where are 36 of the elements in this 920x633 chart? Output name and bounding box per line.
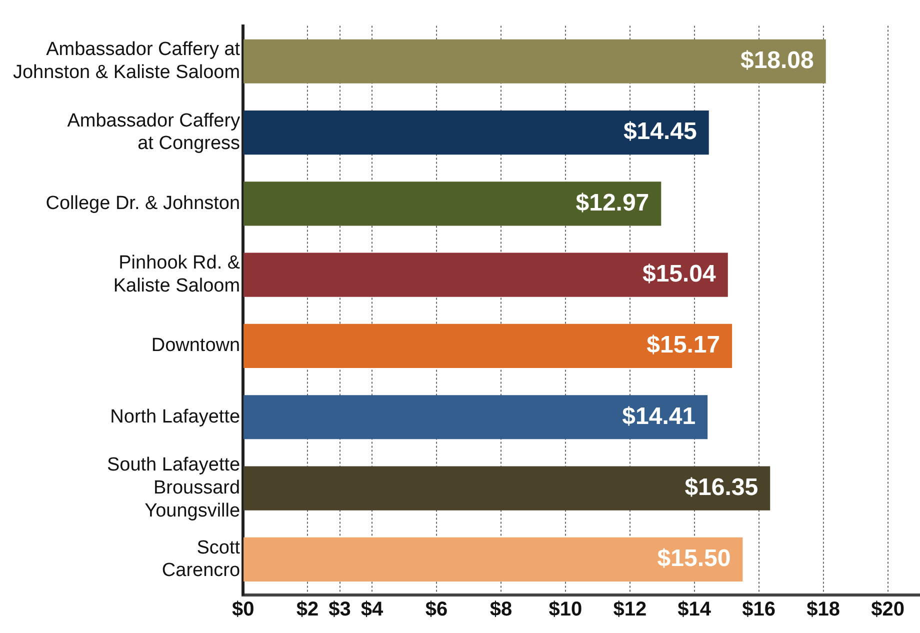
x-tick-label: $3 <box>328 598 351 621</box>
y-tick-label: North Lafayette <box>110 406 240 428</box>
x-tick-label: $18 <box>806 598 840 621</box>
data-label: $15.04 <box>642 260 717 288</box>
x-tick-label: $8 <box>490 598 512 621</box>
bar <box>244 537 743 582</box>
y-tick-label: South Lafayette Broussard Youngsville <box>106 454 240 522</box>
x-tick-label: $10 <box>548 598 582 621</box>
y-tick-label: Ambassador Caffery at Congress <box>67 110 241 154</box>
y-tick-label: Downtown <box>151 335 240 356</box>
bar <box>244 110 709 155</box>
bar <box>244 182 662 226</box>
bar <box>244 252 728 297</box>
x-tick-label: $16 <box>742 598 776 621</box>
x-tick-label: $14 <box>678 598 712 621</box>
bar <box>244 395 708 440</box>
data-label: $15.17 <box>646 332 720 359</box>
y-tick-label: College Dr. & Johnston <box>46 192 240 214</box>
x-tick-label: $20 <box>871 598 904 621</box>
y-tick-label: Pinhook Rd. & Kaliste Saloom <box>113 252 240 296</box>
data-label: $15.50 <box>657 545 731 572</box>
data-label: $16.35 <box>684 474 758 501</box>
x-tick-label: $2 <box>296 598 319 621</box>
y-tick-label: Ambassador Caffery at Johnston & Kaliste Saloom <box>12 39 241 84</box>
x-tick-label: $0 <box>232 598 254 621</box>
data-label: $14.41 <box>622 402 696 430</box>
x-tick-label: $12 <box>613 598 647 621</box>
data-label: $18.08 <box>740 47 814 74</box>
data-label: $12.97 <box>576 189 650 216</box>
bar <box>244 466 770 510</box>
bar <box>244 39 826 84</box>
x-tick-label: $6 <box>425 598 448 621</box>
bar <box>244 324 732 368</box>
y-tick-label: Scott Carencro <box>162 537 241 582</box>
x-tick-label: $4 <box>360 598 384 621</box>
data-label: $14.45 <box>623 118 697 146</box>
